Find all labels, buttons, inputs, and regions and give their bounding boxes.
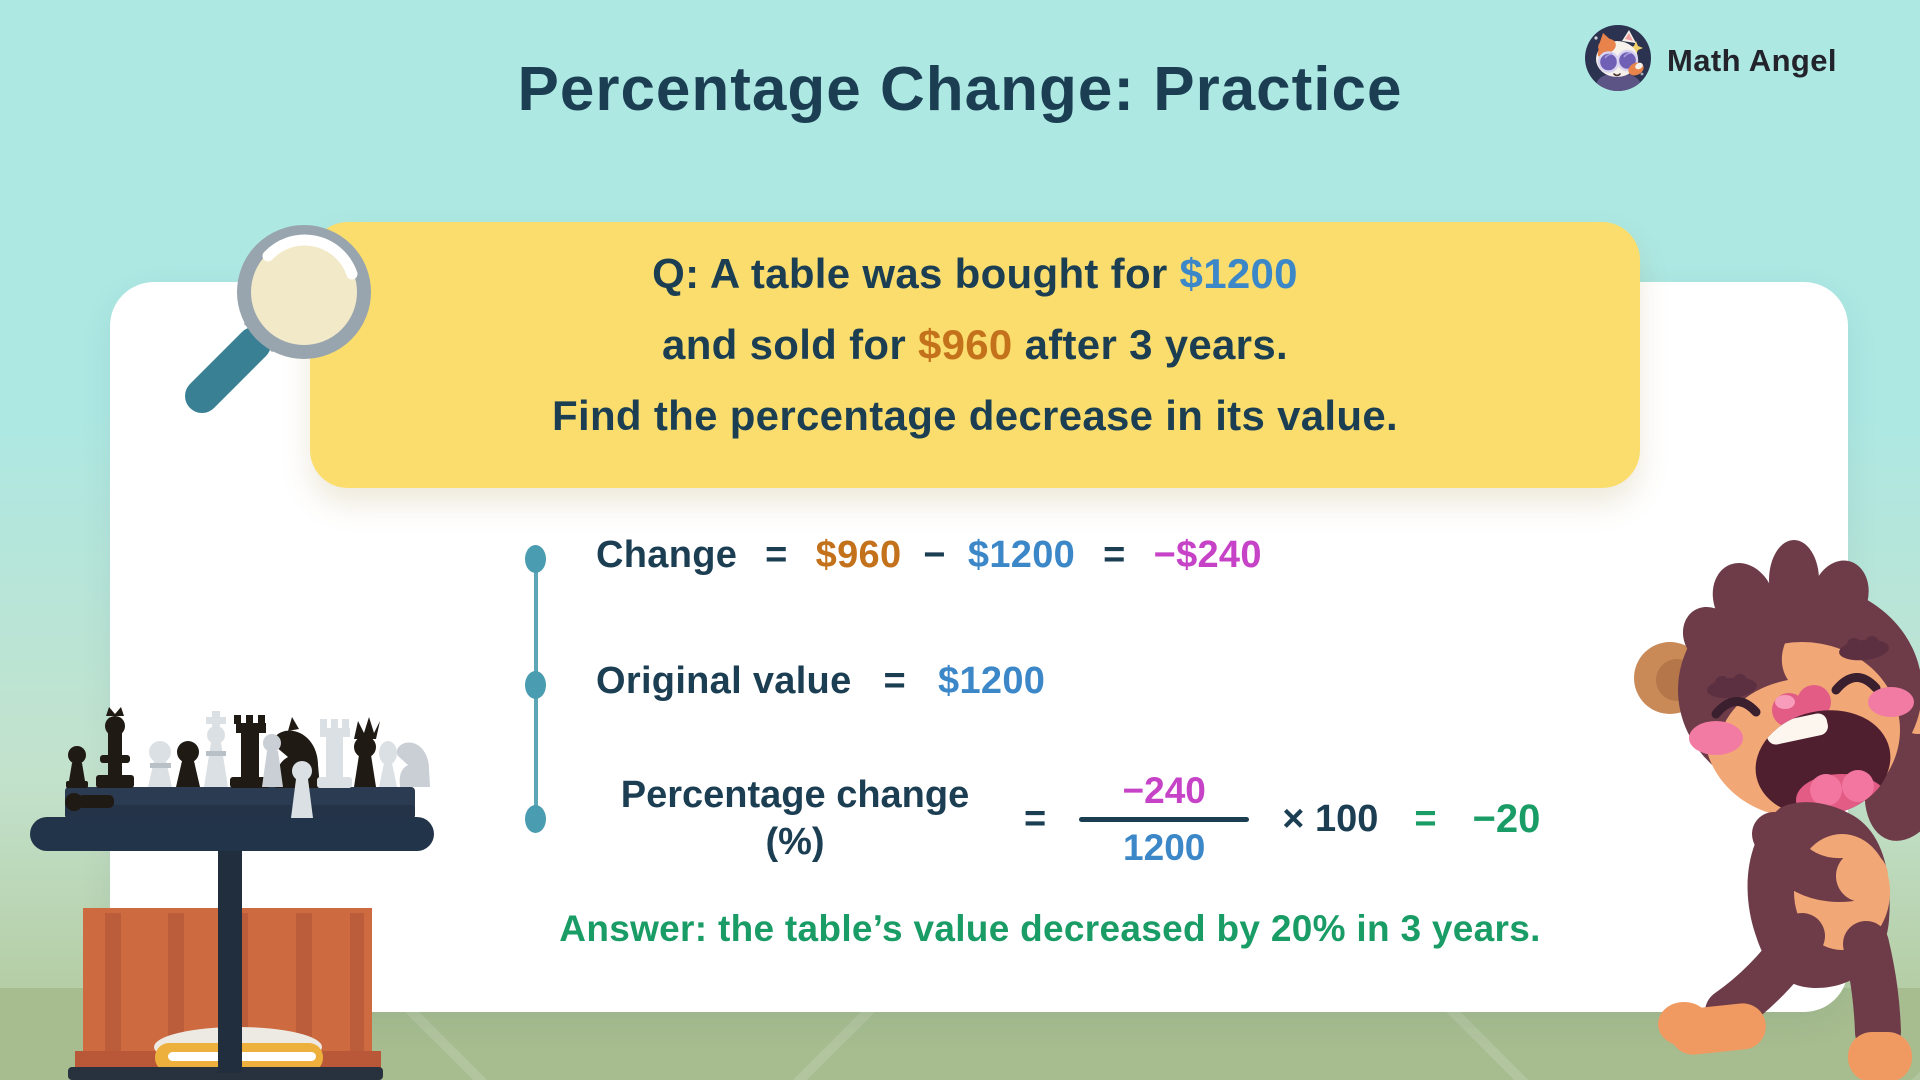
times-100: × 100 xyxy=(1282,797,1379,840)
brand-name: Math Angel xyxy=(1667,42,1837,78)
fraction-denominator: 1200 xyxy=(1123,826,1206,868)
equals-sign: = xyxy=(765,534,788,576)
original-value: $1200 xyxy=(938,660,1046,702)
minus-sign: − xyxy=(923,534,946,576)
brand-logo: Math Angel xyxy=(1584,24,1837,97)
sold-price-value: $960 xyxy=(815,534,902,576)
fraction-bar xyxy=(1079,816,1250,822)
laughing-monkey-character xyxy=(1628,538,1920,1080)
question-line-3: Find the percentage decrease in its valu… xyxy=(552,392,1398,439)
change-result-value: −$240 xyxy=(1153,534,1262,576)
step-change-label: Change xyxy=(596,534,738,576)
step-percentage-label-bottom: (%) xyxy=(765,821,825,863)
step-original-label: Original value xyxy=(596,660,852,702)
step-original-value: Original value = $1200 xyxy=(596,660,1045,703)
sold-price-value: $960 xyxy=(917,321,1013,368)
question-box: Q: A table was bought for $1200 and sold… xyxy=(310,222,1640,488)
equals-sign: = xyxy=(883,660,907,702)
bought-price-value: $1200 xyxy=(967,534,1076,576)
question-text: and sold for xyxy=(662,321,918,368)
bought-price-value: $1200 xyxy=(1179,250,1298,297)
bullet-dot xyxy=(525,545,546,573)
equals-sign: = xyxy=(1024,797,1047,840)
percentage-result-value: −20 xyxy=(1472,796,1541,841)
question-text: after 3 years. xyxy=(1012,321,1288,368)
step-percentage-label: Percentage change (%) xyxy=(596,772,994,866)
equals-sign: = xyxy=(1103,534,1126,576)
answer-text: Answer: the table’s value decreased by 2… xyxy=(559,908,1541,949)
fraction: −240 1200 xyxy=(1076,770,1252,869)
cat-avatar-icon xyxy=(1584,24,1652,97)
step-percentage-label-top: Percentage change xyxy=(620,774,970,816)
magnifying-glass-icon xyxy=(182,200,394,421)
page-title: Percentage Change: Practice xyxy=(517,55,1403,124)
question-text: Q: A table was bought for xyxy=(652,250,1180,297)
step-change: Change = $960 − $1200 = −$240 xyxy=(596,534,1262,577)
question-line-2: and sold for $960 after 3 years. xyxy=(310,309,1640,380)
bullet-dot xyxy=(525,671,546,699)
fraction-numerator: −240 xyxy=(1122,769,1206,811)
question-line-1: Q: A table was bought for $1200 xyxy=(310,238,1640,309)
equals-sign: = xyxy=(1414,797,1437,840)
bullet-dot xyxy=(525,805,546,833)
step-percentage-change: Percentage change (%) = −240 1200 × 100 … xyxy=(596,744,1541,894)
chess-table-illustration xyxy=(20,705,460,1080)
